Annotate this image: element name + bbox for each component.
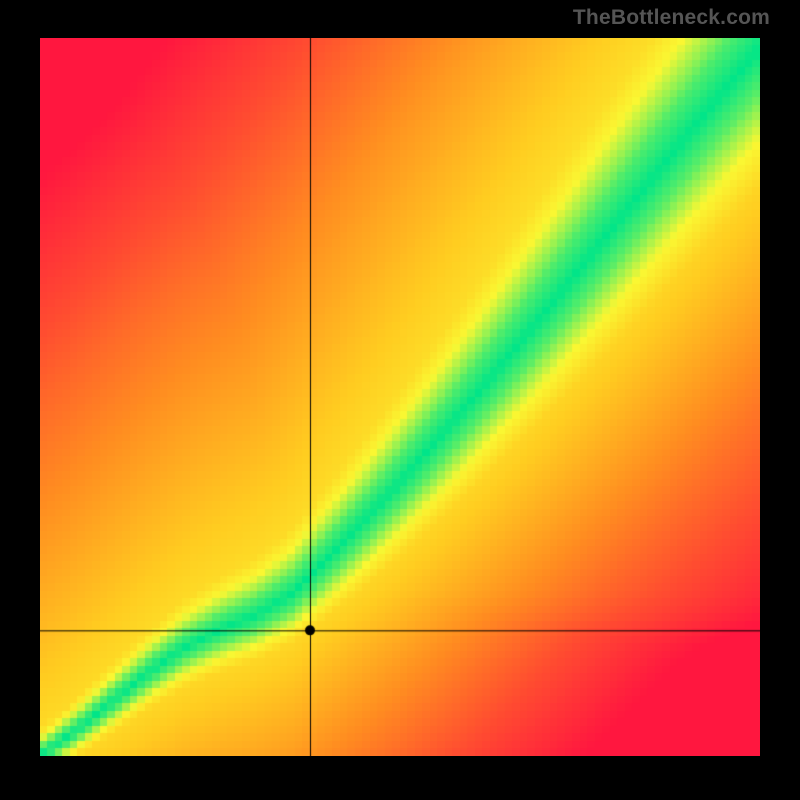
attribution-text: TheBottleneck.com — [573, 6, 770, 30]
chart-frame: TheBottleneck.com — [0, 0, 800, 800]
bottleneck-heatmap — [40, 38, 760, 756]
